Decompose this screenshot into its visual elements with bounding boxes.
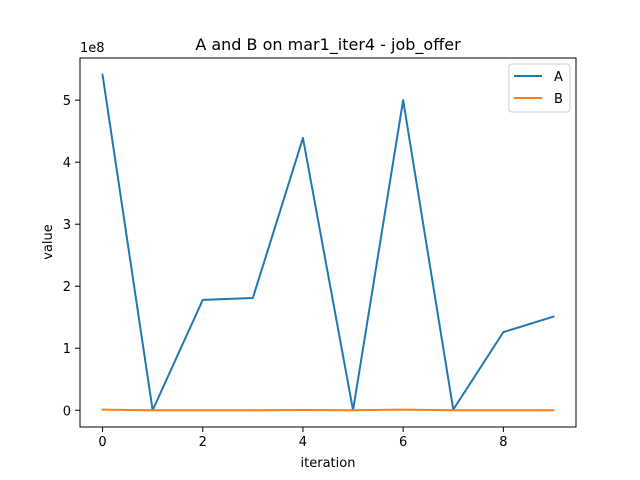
x-axis-label: iteration	[301, 456, 356, 471]
legend-label-b: B	[554, 92, 563, 107]
x-tick-label: 2	[199, 435, 207, 450]
legend: AB	[509, 64, 570, 112]
x-tick-label: 6	[399, 435, 407, 450]
chart-title: A and B on mar1_iter4 - job_offer	[195, 35, 461, 55]
y-offset-label: 1e8	[80, 41, 105, 56]
legend-label-a: A	[554, 70, 563, 85]
y-tick-label: 4	[63, 156, 71, 171]
x-tick-label: 8	[499, 435, 507, 450]
y-tick-label: 2	[63, 280, 71, 295]
y-tick-label: 0	[63, 404, 71, 419]
x-tick-label: 4	[299, 435, 307, 450]
series-line-b	[103, 410, 554, 411]
y-tick-label: 1	[63, 342, 71, 357]
x-tick-label: 0	[98, 435, 106, 450]
y-tick-label: 3	[63, 218, 71, 233]
y-tick-label: 5	[63, 94, 71, 109]
y-axis-label: value	[41, 224, 56, 260]
